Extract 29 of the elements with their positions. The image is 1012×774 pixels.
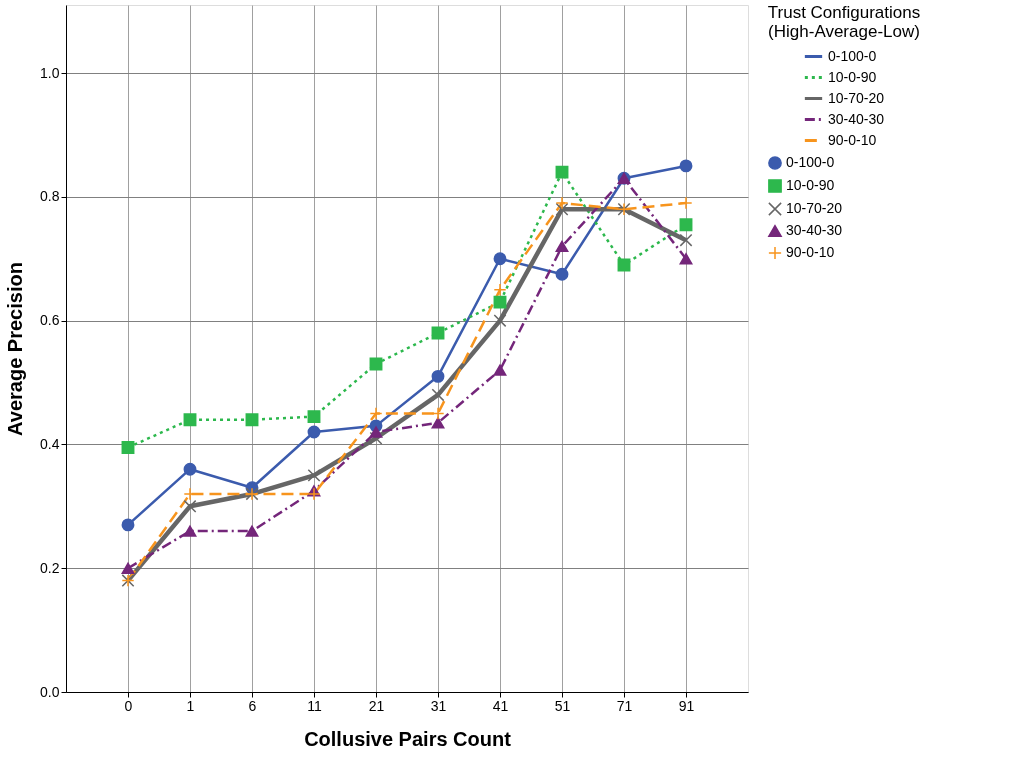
legend-label: 10-0-90 (786, 177, 835, 193)
x-axis-title: Collusive Pairs Count (304, 727, 512, 750)
text: 0-100-0 (828, 47, 877, 64)
y-tick-label: 0.4 (40, 435, 60, 452)
x-tick-label: 1 (186, 697, 195, 714)
text: 10-0-90 (828, 68, 877, 85)
y-tick-label: 1.0 (40, 64, 60, 81)
x-tick-label: 11 (307, 697, 322, 714)
x-tick-label: 0 (124, 697, 133, 714)
y-tick-label: 0.0 (40, 683, 60, 700)
y-axis-title: Average Precision (4, 262, 27, 436)
legend-label: 10-70-20 (786, 200, 843, 216)
x-tick-label: 21 (368, 697, 385, 714)
text: 90-0-10 (828, 131, 877, 148)
text: 10-70-20 (828, 89, 885, 106)
legend-label: 30-40-30 (786, 222, 843, 238)
y-tick-label: 0.8 (40, 188, 60, 205)
x-tick-label: 6 (248, 697, 257, 714)
x-tick-label: 91 (678, 697, 695, 714)
x-tick-label: 31 (430, 697, 447, 714)
legend-label: 0-100-0 (786, 154, 835, 170)
legend-title: Trust Configurations (High-Average-Low) (767, 3, 921, 41)
x-tick-label: 51 (554, 697, 571, 714)
y-tick-label: 0.2 (40, 559, 60, 576)
y-tick-label: 0.6 (40, 312, 60, 329)
legend-label: 90-0-10 (786, 244, 835, 260)
x-tick-label: 41 (492, 697, 509, 714)
text: 30-40-30 (828, 110, 885, 127)
x-tick-label: 71 (616, 697, 633, 714)
